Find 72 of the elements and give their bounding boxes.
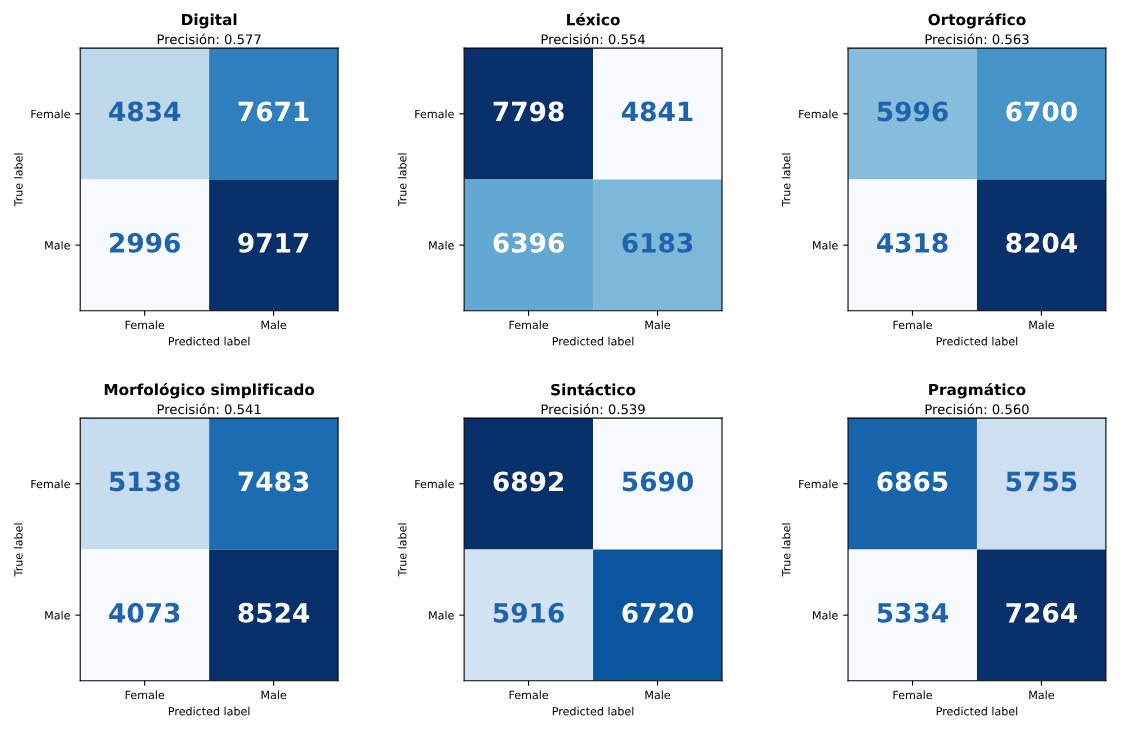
- x-axis-title: Predicted label: [936, 706, 1018, 716]
- x-axis-title: Predicted label: [936, 336, 1018, 346]
- data-label: 7483: [238, 471, 309, 492]
- y-tick-label: Female: [31, 479, 70, 489]
- x-tick-label: Female: [893, 690, 932, 700]
- chart-subtitle: Precisión: 0.541: [157, 403, 261, 415]
- data-label: 6720: [622, 602, 693, 623]
- y-tick-label: Female: [799, 479, 838, 489]
- y-axis-title: True label: [14, 523, 23, 577]
- chart-subtitle: Precisión: 0.539: [541, 403, 645, 415]
- chart-title: Digital: [182, 13, 237, 29]
- x-tick-label: Male: [1029, 320, 1054, 330]
- x-axis-title: Predicted label: [168, 706, 250, 716]
- data-label: 5334: [877, 602, 949, 623]
- data-label: 7264: [1006, 602, 1077, 623]
- data-label: 2996: [110, 232, 180, 253]
- data-label: 6892: [493, 471, 564, 492]
- y-axis-title: True label: [397, 153, 407, 207]
- x-tick-label: Female: [509, 320, 549, 330]
- y-tick-label: Female: [415, 479, 454, 489]
- y-axis-title: True label: [781, 523, 791, 577]
- data-label: 8204: [1006, 232, 1077, 253]
- y-tick-label: Female: [31, 109, 70, 119]
- chart-subtitle: Precisión: 0.563: [925, 33, 1029, 45]
- data-label: 6700: [1006, 101, 1077, 122]
- y-tick-label: Female: [415, 109, 454, 119]
- x-tick-label: Male: [261, 690, 287, 700]
- x-tick-label: Male: [645, 690, 671, 700]
- data-label: 4841: [621, 101, 693, 122]
- x-axis-title: Predicted label: [552, 336, 634, 346]
- y-tick-label: Male: [813, 610, 838, 620]
- y-axis-title: True label: [397, 523, 407, 577]
- data-label: 6865: [877, 471, 948, 492]
- data-label: 5690: [622, 471, 693, 492]
- x-tick-label: Female: [509, 690, 549, 700]
- x-tick-label: Male: [261, 320, 287, 330]
- data-label: 8524: [238, 602, 310, 623]
- y-tick-label: Male: [813, 240, 838, 250]
- y-tick-label: Male: [429, 240, 454, 250]
- y-tick-label: Female: [799, 109, 838, 119]
- chart-title: Sintáctico: [551, 383, 636, 396]
- chart-title: Morfológico simplificado: [104, 382, 315, 399]
- data-label: 7798: [493, 101, 564, 122]
- y-tick-label: Male: [45, 240, 70, 250]
- data-label: 5755: [1006, 471, 1077, 492]
- data-label: 4318: [876, 232, 948, 253]
- x-axis-title: Predicted label: [552, 706, 634, 716]
- data-label: 4834: [109, 101, 181, 122]
- data-label: 6183: [622, 232, 693, 253]
- chart-title: Pragmático: [929, 382, 1026, 399]
- x-tick-label: Female: [893, 320, 932, 330]
- data-label: 9717: [238, 232, 309, 253]
- y-axis-title: True label: [781, 153, 791, 207]
- data-label: 5996: [877, 101, 948, 122]
- x-tick-label: Male: [645, 320, 671, 330]
- data-label: 7671: [238, 101, 309, 122]
- x-tick-label: Male: [1029, 690, 1054, 700]
- y-axis-title: True label: [14, 153, 23, 207]
- chart-title: Léxico: [567, 13, 620, 26]
- data-label: 4073: [109, 602, 180, 623]
- data-label: 6396: [493, 232, 564, 253]
- chart-subtitle: Precisión: 0.554: [541, 33, 645, 45]
- x-tick-label: Female: [125, 320, 165, 330]
- x-tick-label: Female: [125, 690, 165, 700]
- chart-subtitle: Precisión: 0.560: [925, 403, 1029, 415]
- y-tick-label: Male: [429, 610, 454, 620]
- data-label: 5138: [110, 471, 180, 492]
- data-label: 5916: [493, 602, 564, 623]
- chart-subtitle: Precisión: 0.577: [157, 33, 261, 45]
- x-axis-title: Predicted label: [168, 336, 250, 346]
- y-tick-label: Male: [45, 610, 70, 620]
- chart-title: Ortográfico: [928, 12, 1026, 29]
